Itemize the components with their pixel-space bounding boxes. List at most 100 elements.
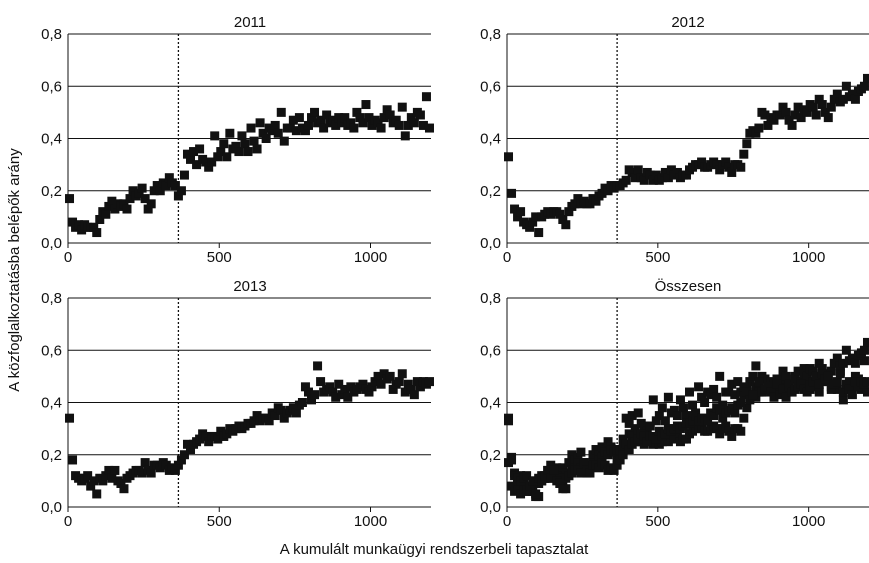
data-point — [267, 126, 277, 136]
data-point — [751, 361, 761, 371]
y-tick-label: 0,4 — [480, 131, 501, 148]
data-point — [657, 173, 667, 183]
data-point — [835, 369, 845, 379]
data-point — [712, 392, 722, 402]
data-point — [688, 400, 698, 410]
data-point — [270, 120, 280, 130]
data-point — [400, 131, 410, 141]
data-point — [612, 460, 622, 470]
data-point — [820, 107, 830, 117]
y-tick-label: 0,8 — [480, 290, 501, 307]
data-point — [107, 196, 117, 206]
data-point — [337, 390, 347, 400]
x-tick-label: 1000 — [354, 249, 387, 266]
data-point — [573, 194, 583, 204]
data-point — [421, 92, 431, 102]
data-point — [325, 382, 335, 392]
data-point — [300, 382, 310, 392]
data-point — [579, 458, 589, 468]
data-point — [633, 408, 643, 418]
data-point — [216, 147, 226, 157]
data-point — [406, 384, 416, 394]
y-tick-label: 0,6 — [480, 78, 501, 95]
data-point — [149, 186, 159, 196]
data-point — [648, 395, 658, 405]
data-point — [412, 377, 422, 387]
data-point — [528, 217, 538, 227]
data-point — [364, 387, 374, 397]
data-point — [210, 131, 220, 141]
data-point — [343, 392, 353, 402]
data-point — [119, 484, 129, 494]
data-point — [600, 460, 610, 470]
data-point — [270, 411, 280, 421]
data-point — [110, 465, 120, 475]
data-point — [859, 356, 869, 366]
data-point — [847, 353, 857, 363]
data-point — [651, 416, 661, 426]
data-point — [134, 188, 144, 198]
data-point — [760, 374, 770, 384]
data-point — [621, 413, 631, 423]
data-point — [790, 374, 800, 384]
data-point — [624, 418, 634, 428]
data-point — [654, 411, 664, 421]
data-point — [340, 384, 350, 394]
data-point — [814, 379, 824, 389]
data-point — [424, 377, 434, 387]
data-point — [143, 204, 153, 214]
y-tick-label: 0,6 — [41, 342, 62, 359]
data-point — [645, 421, 655, 431]
data-point — [513, 484, 523, 494]
data-point — [391, 115, 401, 125]
data-point — [778, 366, 788, 376]
data-point — [385, 110, 395, 120]
data-point — [826, 366, 836, 376]
data-point — [243, 147, 253, 157]
data-point — [170, 465, 180, 475]
data-point — [370, 377, 380, 387]
x-tick-label: 500 — [207, 249, 232, 266]
data-point — [349, 123, 359, 133]
data-point — [415, 110, 425, 120]
data-point — [663, 392, 673, 402]
data-point — [213, 434, 223, 444]
data-point — [361, 100, 371, 110]
data-point — [179, 170, 189, 180]
data-point — [77, 225, 87, 235]
x-tick-label: 1000 — [354, 513, 387, 530]
data-point — [307, 395, 317, 405]
y-axis-label: A közfoglalkoztatásba belépők arány — [6, 148, 23, 392]
data-point — [89, 476, 99, 486]
data-point — [811, 371, 821, 381]
data-point — [576, 447, 586, 457]
data-point — [594, 463, 604, 473]
data-point — [727, 379, 737, 389]
data-point — [742, 387, 752, 397]
data-point — [712, 160, 722, 170]
data-point — [179, 450, 189, 460]
data-point — [666, 165, 676, 175]
data-point — [543, 465, 553, 475]
data-point — [385, 371, 395, 381]
data-point — [213, 152, 223, 162]
data-point — [68, 455, 78, 465]
data-point — [564, 207, 574, 217]
data-point — [89, 222, 99, 232]
data-point — [528, 476, 538, 486]
data-point — [189, 147, 199, 157]
data-point — [558, 484, 568, 494]
data-point — [204, 437, 214, 447]
data-point — [288, 403, 298, 413]
data-point — [859, 81, 869, 91]
data-point — [379, 113, 389, 123]
data-point — [844, 384, 854, 394]
data-point — [255, 118, 265, 128]
data-point — [537, 476, 547, 486]
data-point — [249, 136, 259, 146]
data-point — [639, 431, 649, 441]
data-point — [525, 486, 535, 496]
data-point — [627, 167, 637, 177]
x-tick-label: 500 — [207, 513, 232, 530]
y-tick-label: 0,8 — [480, 26, 501, 43]
